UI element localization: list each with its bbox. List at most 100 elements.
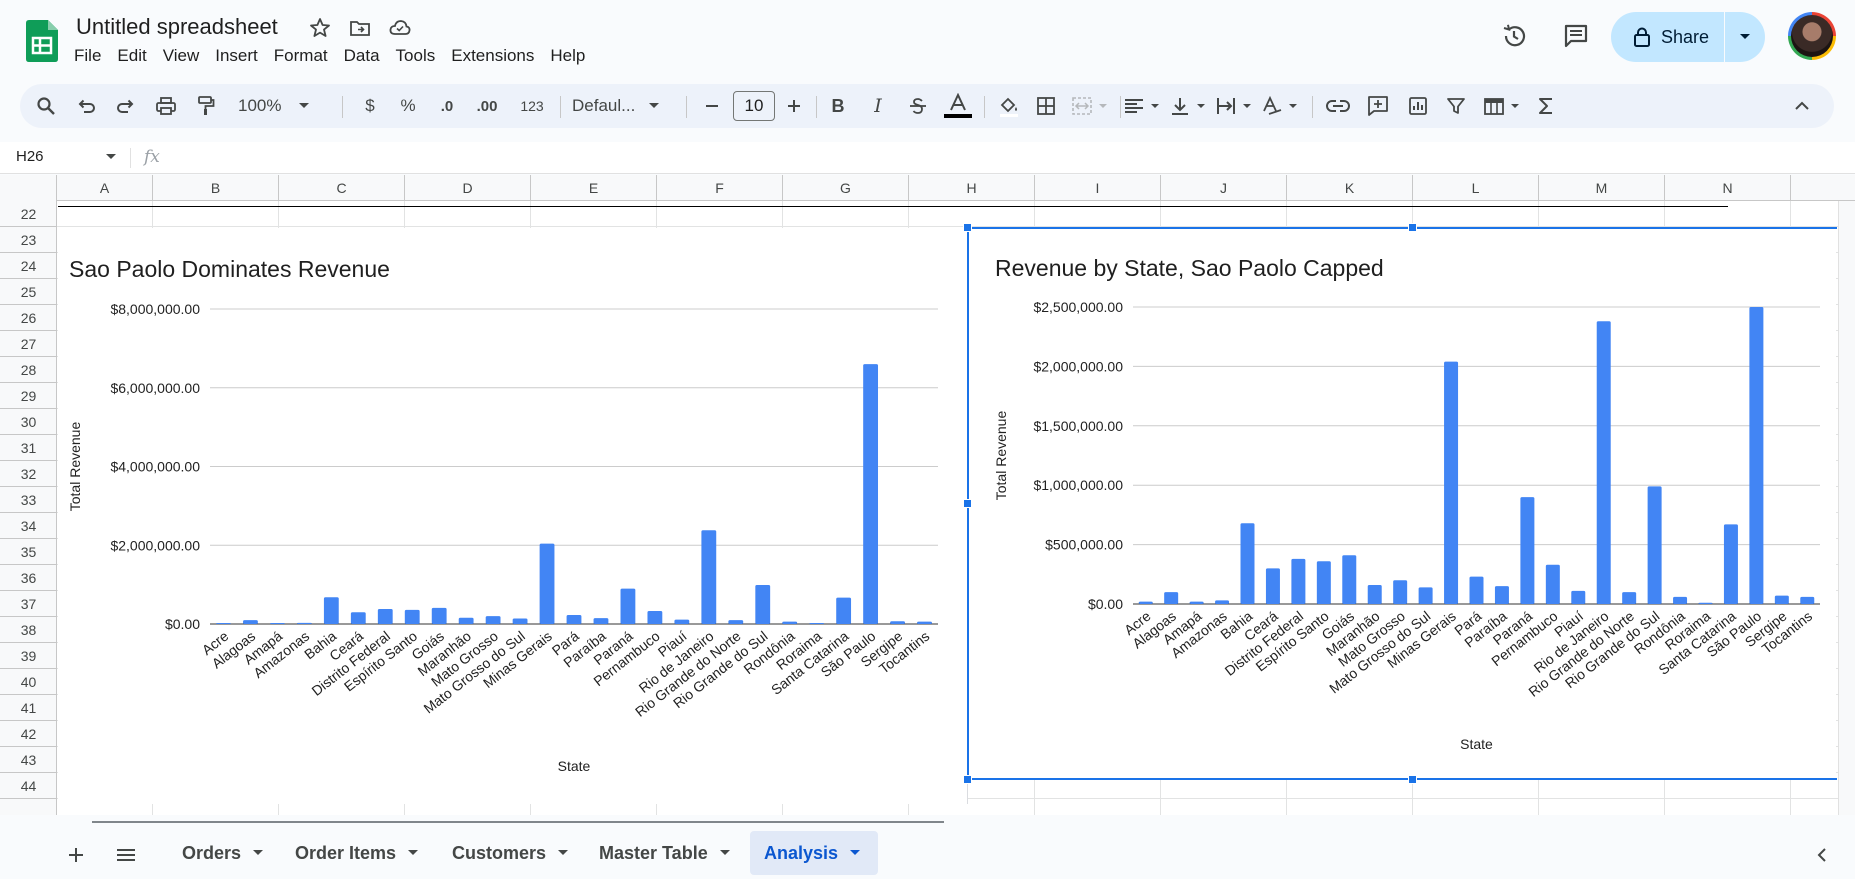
print-icon[interactable]	[152, 84, 180, 128]
chart-revenue-capped[interactable]: Revenue by State, Sao Paolo Capped $0.00 $…	[968, 228, 1836, 778]
chart-sao-paolo-dominates[interactable]: Sao Paolo Dominates Revenue $0.00 $2,000,0…	[58, 228, 968, 804]
avatar[interactable]	[1788, 12, 1836, 60]
menu-tools[interactable]: Tools	[395, 46, 436, 65]
all-sheets-icon[interactable]	[112, 841, 140, 869]
increase-font-size-icon[interactable]	[780, 84, 808, 128]
menu-insert[interactable]: Insert	[215, 46, 258, 65]
zoom-select[interactable]: 100%	[238, 84, 322, 128]
select-all-corner[interactable]	[0, 175, 57, 201]
row-header-38[interactable]: 38	[0, 617, 57, 643]
column-header-d[interactable]: D	[405, 175, 531, 201]
name-box[interactable]: H26	[16, 148, 44, 165]
version-history-icon[interactable]	[1500, 22, 1528, 50]
font-select[interactable]: Defaul...	[572, 84, 678, 128]
undo-icon[interactable]	[72, 84, 100, 128]
vertical-scrollbar[interactable]	[1838, 201, 1855, 815]
more-formats-button[interactable]: 123	[520, 98, 544, 114]
cloud-saved-icon[interactable]	[388, 16, 412, 40]
row-header-22[interactable]: 22	[0, 201, 57, 227]
row-header-23[interactable]: 23	[0, 227, 57, 253]
filter-icon[interactable]	[1442, 84, 1470, 128]
collapse-tabs-icon[interactable]	[1808, 841, 1836, 869]
column-header-g[interactable]: G	[783, 175, 909, 201]
format-currency-button[interactable]: $	[365, 96, 375, 115]
search-menus-icon[interactable]	[32, 84, 60, 128]
insert-link-icon[interactable]	[1324, 84, 1352, 128]
menu-view[interactable]: View	[162, 46, 200, 65]
borders-icon[interactable]	[1032, 84, 1060, 128]
horizontal-align-icon[interactable]	[1120, 84, 1166, 128]
star-icon[interactable]	[308, 16, 332, 40]
sheets-logo-icon[interactable]	[26, 20, 58, 62]
row-header-24[interactable]: 24	[0, 253, 57, 279]
text-wrapping-icon[interactable]	[1212, 84, 1258, 128]
insert-comment-icon[interactable]	[1364, 84, 1392, 128]
column-header-n[interactable]: N	[1665, 175, 1791, 201]
add-sheet-icon[interactable]	[62, 841, 90, 869]
column-header-j[interactable]: J	[1161, 175, 1287, 201]
menu-edit[interactable]: Edit	[117, 46, 147, 65]
increase-decimal-button[interactable]: .00	[468, 84, 506, 128]
column-header-h[interactable]: H	[909, 175, 1035, 201]
italic-button[interactable]: I	[874, 95, 882, 117]
decrease-decimal-button[interactable]: .0	[430, 84, 464, 128]
row-header-41[interactable]: 41	[0, 695, 57, 721]
row-header-26[interactable]: 26	[0, 305, 57, 331]
resize-handle-bottom-left[interactable]	[963, 775, 972, 784]
insert-chart-icon[interactable]	[1404, 84, 1432, 128]
sheet-tab-analysis[interactable]: Analysis	[750, 831, 878, 875]
row-header-36[interactable]: 36	[0, 565, 57, 591]
row-header-44[interactable]: 44	[0, 773, 57, 799]
filter-views-icon[interactable]	[1480, 84, 1526, 128]
column-header-l[interactable]: L	[1413, 175, 1539, 201]
column-header-a[interactable]: A	[57, 175, 153, 201]
fill-color-icon[interactable]	[992, 84, 1026, 128]
sheet-tab-master-table[interactable]: Master Table	[585, 831, 744, 875]
resize-handle-left[interactable]	[963, 499, 972, 508]
format-percent-button[interactable]: %	[400, 96, 416, 115]
move-folder-icon[interactable]	[348, 16, 372, 40]
sheet-tab-orders[interactable]: Orders	[168, 831, 277, 875]
resize-handle-top[interactable]	[1408, 223, 1417, 232]
row-header-42[interactable]: 42	[0, 721, 57, 747]
row-header-43[interactable]: 43	[0, 747, 57, 773]
column-header-c[interactable]: C	[279, 175, 405, 201]
column-header-i[interactable]: I	[1035, 175, 1161, 201]
text-rotation-icon[interactable]	[1258, 84, 1304, 128]
share-main-button[interactable]: Share	[1611, 12, 1725, 62]
bold-button[interactable]: B	[831, 95, 845, 116]
column-header-m[interactable]: M	[1539, 175, 1665, 201]
share-button[interactable]: Share	[1611, 12, 1765, 62]
row-header-33[interactable]: 33	[0, 487, 57, 513]
font-size-input[interactable]: 10	[733, 91, 775, 121]
vertical-align-icon[interactable]	[1166, 84, 1212, 128]
row-header-30[interactable]: 30	[0, 409, 57, 435]
document-title[interactable]: Untitled spreadsheet	[76, 14, 278, 39]
row-header-32[interactable]: 32	[0, 461, 57, 487]
sheet-tab-customers[interactable]: Customers	[438, 831, 582, 875]
strikethrough-icon[interactable]	[904, 84, 932, 128]
row-header-39[interactable]: 39	[0, 643, 57, 669]
share-dropdown-icon[interactable]	[1725, 33, 1765, 41]
paint-format-icon[interactable]	[192, 84, 220, 128]
row-header-28[interactable]: 28	[0, 357, 57, 383]
text-color-icon[interactable]	[940, 84, 976, 128]
merge-cells-icon[interactable]	[1068, 84, 1114, 128]
row-header-40[interactable]: 40	[0, 669, 57, 695]
comments-icon[interactable]	[1562, 22, 1590, 50]
collapse-menus-icon[interactable]	[1788, 84, 1816, 128]
menu-file[interactable]: File	[74, 46, 102, 65]
column-header-k[interactable]: K	[1287, 175, 1413, 201]
menu-format[interactable]: Format	[273, 46, 328, 65]
row-header-31[interactable]: 31	[0, 435, 57, 461]
resize-handle-bottom[interactable]	[1408, 775, 1417, 784]
resize-handle-top-left[interactable]	[963, 223, 972, 232]
column-header-e[interactable]: E	[531, 175, 657, 201]
row-header-25[interactable]: 25	[0, 279, 57, 305]
decrease-font-size-icon[interactable]	[698, 84, 726, 128]
functions-icon[interactable]	[1532, 84, 1560, 128]
column-header-b[interactable]: B	[153, 175, 279, 201]
row-header-29[interactable]: 29	[0, 383, 57, 409]
row-header-35[interactable]: 35	[0, 539, 57, 565]
menu-extensions[interactable]: Extensions	[451, 46, 535, 65]
